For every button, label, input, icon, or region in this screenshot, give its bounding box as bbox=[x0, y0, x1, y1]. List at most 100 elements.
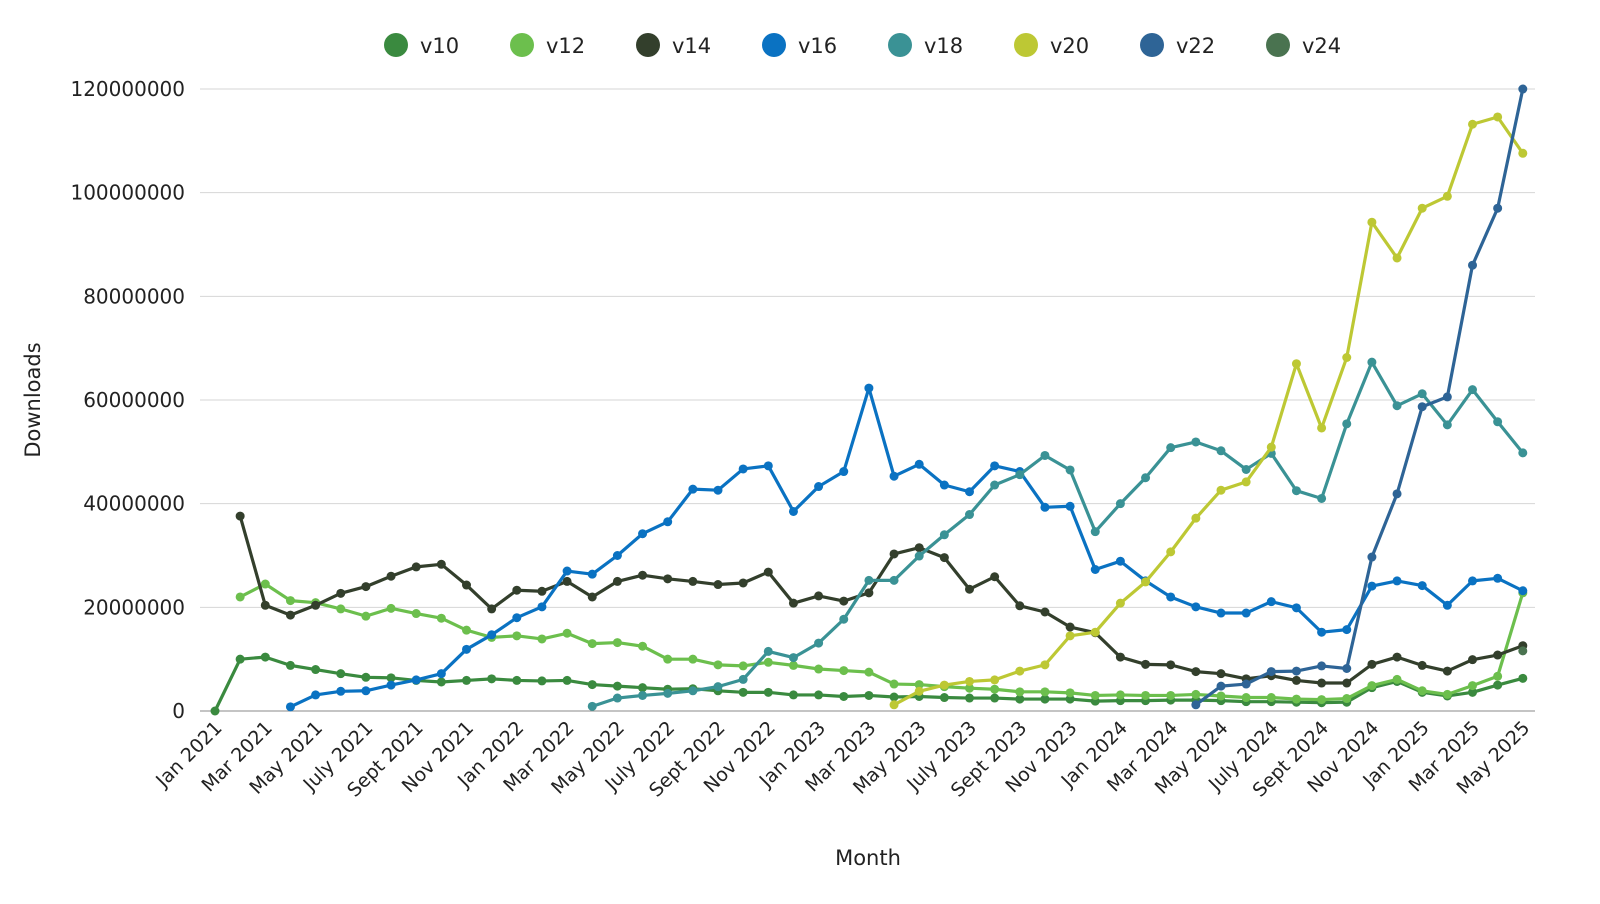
legend-label: v22 bbox=[1176, 34, 1215, 58]
data-point-v14 bbox=[965, 584, 974, 594]
data-point-v20 bbox=[1417, 203, 1427, 213]
series-line-v22 bbox=[1194, 88, 1525, 707]
data-point-v18 bbox=[738, 674, 748, 684]
data-point-v10 bbox=[235, 654, 245, 664]
data-point-v14 bbox=[889, 549, 899, 559]
legend-label: v18 bbox=[924, 34, 963, 58]
data-point-v18 bbox=[1040, 450, 1050, 460]
data-point-v12 bbox=[336, 604, 346, 614]
legend-label: v24 bbox=[1302, 34, 1341, 58]
data-point-v20 bbox=[1493, 112, 1503, 122]
data-point-v12 bbox=[1291, 694, 1301, 704]
data-point-v16 bbox=[839, 467, 849, 477]
data-point-v16 bbox=[688, 484, 698, 494]
data-point-v18 bbox=[1015, 470, 1025, 480]
data-point-v18 bbox=[688, 686, 698, 696]
data-point-v10 bbox=[285, 660, 295, 670]
data-point-v12 bbox=[1166, 690, 1176, 700]
series-v22 bbox=[1191, 84, 1528, 710]
data-point-v10 bbox=[537, 676, 547, 686]
data-point-v12 bbox=[361, 611, 371, 621]
data-point-v18 bbox=[1166, 443, 1176, 453]
data-point-v10 bbox=[487, 674, 497, 684]
data-point-v10 bbox=[436, 677, 446, 687]
data-point-v14 bbox=[336, 588, 346, 598]
data-point-v16 bbox=[1266, 597, 1276, 607]
y-tick-label: 60000000 bbox=[83, 388, 185, 412]
data-point-v10 bbox=[260, 652, 270, 662]
data-point-v22 bbox=[1342, 663, 1352, 673]
data-point-v14 bbox=[1442, 666, 1452, 676]
data-point-v10 bbox=[1015, 694, 1025, 704]
y-axis-ticks: 0 20000000 40000000 60000000 80000000 1000000… bbox=[70, 77, 185, 723]
data-point-v16 bbox=[311, 690, 321, 700]
data-point-v10 bbox=[738, 687, 748, 697]
data-point-v16 bbox=[1241, 608, 1251, 618]
data-point-v16 bbox=[562, 566, 572, 576]
data-point-v14 bbox=[914, 543, 924, 553]
data-point-v10 bbox=[1468, 687, 1477, 697]
data-point-v10 bbox=[1493, 680, 1503, 690]
data-point-v16 bbox=[788, 506, 798, 516]
series-line-v14 bbox=[238, 515, 1524, 685]
data-point-v10 bbox=[814, 690, 824, 700]
data-point-v16 bbox=[638, 529, 648, 539]
data-point-v12 bbox=[285, 596, 295, 606]
data-point-v18 bbox=[587, 701, 597, 711]
data-point-v12 bbox=[1241, 693, 1251, 703]
series-v20 bbox=[889, 112, 1528, 710]
data-point-v10 bbox=[512, 675, 522, 685]
data-point-v22 bbox=[1417, 402, 1427, 412]
data-point-v16 bbox=[763, 461, 773, 471]
data-point-v12 bbox=[386, 603, 396, 613]
data-point-v12 bbox=[1115, 690, 1125, 700]
data-point-v18 bbox=[1141, 473, 1151, 483]
data-point-v16 bbox=[612, 551, 622, 560]
legend-marker bbox=[762, 33, 786, 57]
data-point-v14 bbox=[1166, 660, 1176, 670]
data-point-v12 bbox=[663, 654, 673, 664]
data-point-v18 bbox=[1291, 486, 1301, 496]
data-point-v22 bbox=[1468, 260, 1477, 270]
data-point-v14 bbox=[713, 580, 723, 590]
data-point-v10 bbox=[939, 693, 949, 703]
data-point-v18 bbox=[1392, 401, 1402, 411]
data-point-v14 bbox=[1065, 622, 1075, 632]
data-point-v12 bbox=[260, 579, 270, 589]
data-point-v14 bbox=[1342, 678, 1352, 688]
legend-marker bbox=[510, 33, 534, 57]
series-v14 bbox=[235, 511, 1528, 688]
y-tick-label: 0 bbox=[172, 699, 185, 723]
legend-label: v20 bbox=[1050, 34, 1089, 58]
data-point-v18 bbox=[638, 690, 648, 700]
legend-marker bbox=[888, 33, 912, 57]
data-point-v20 bbox=[965, 676, 974, 686]
data-point-v20 bbox=[889, 700, 899, 710]
data-point-v16 bbox=[411, 675, 421, 685]
data-point-v10 bbox=[1518, 673, 1528, 683]
data-point-v14 bbox=[361, 582, 371, 592]
data-point-v22 bbox=[1442, 392, 1452, 402]
data-point-v12 bbox=[1317, 695, 1327, 705]
data-point-v20 bbox=[1166, 547, 1176, 557]
legend-label: v14 bbox=[672, 34, 711, 58]
data-point-v18 bbox=[939, 530, 949, 540]
data-point-v12 bbox=[537, 634, 547, 644]
data-point-v14 bbox=[1367, 659, 1377, 669]
data-point-v14 bbox=[1191, 667, 1201, 677]
data-point-v22 bbox=[1518, 84, 1528, 94]
data-point-v22 bbox=[1392, 489, 1402, 499]
series-v18 bbox=[587, 357, 1528, 711]
data-point-v12 bbox=[1090, 690, 1100, 700]
data-point-v14 bbox=[738, 578, 748, 588]
legend-item-v16: v16 bbox=[762, 33, 837, 58]
data-point-v20 bbox=[1392, 253, 1402, 263]
data-point-v12 bbox=[914, 680, 924, 690]
data-point-v20 bbox=[1291, 359, 1301, 369]
legend-item-v12: v12 bbox=[510, 33, 585, 58]
x-axis-title: Month bbox=[835, 846, 901, 870]
data-point-v12 bbox=[235, 592, 245, 602]
data-point-v16 bbox=[1493, 573, 1503, 583]
data-point-v18 bbox=[990, 480, 1000, 490]
data-point-v14 bbox=[1015, 601, 1025, 611]
